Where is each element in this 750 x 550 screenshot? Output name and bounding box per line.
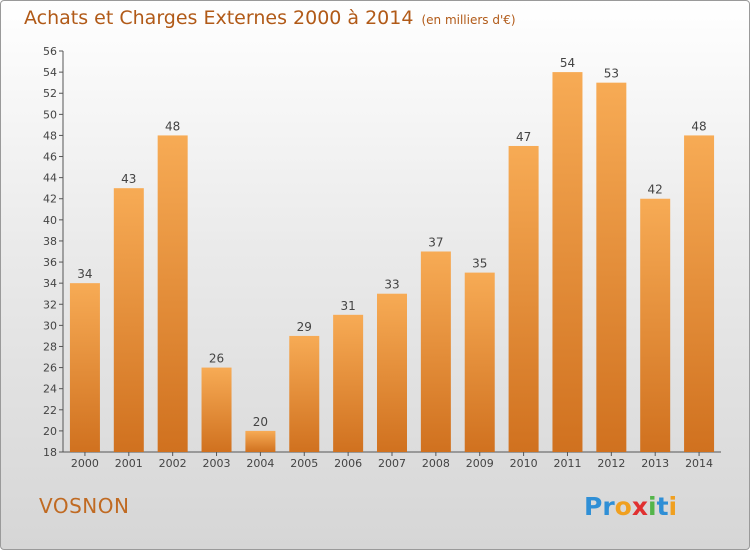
bar bbox=[377, 293, 407, 452]
x-tick-label: 2013 bbox=[641, 457, 669, 470]
data-labels: 34 43 48 26 20 29 31 33 37 35 47 54 53 42 48 bbox=[77, 56, 706, 429]
y-tick-label: 40 bbox=[43, 214, 57, 227]
y-tick-label: 44 bbox=[43, 172, 57, 185]
y-tick-label: 22 bbox=[43, 404, 57, 417]
bar bbox=[420, 251, 451, 452]
logo-letter: r bbox=[602, 492, 615, 521]
y-tick-label: 54 bbox=[43, 66, 57, 79]
bar bbox=[157, 135, 188, 452]
y-tick-label: 28 bbox=[43, 340, 57, 353]
y-tick-label: 46 bbox=[43, 151, 57, 164]
bar-value-label: 43 bbox=[121, 172, 136, 186]
x-tick-label: 2008 bbox=[422, 457, 450, 470]
bar bbox=[113, 188, 144, 452]
y-tick-label: 26 bbox=[43, 362, 57, 375]
x-tick-label: 2002 bbox=[159, 457, 187, 470]
commune-name: VOSNON bbox=[39, 494, 130, 518]
x-tick-label: 2012 bbox=[597, 457, 625, 470]
bar-value-label: 26 bbox=[209, 352, 224, 366]
bar-value-label: 29 bbox=[297, 320, 312, 334]
bar-value-label: 54 bbox=[560, 56, 575, 70]
y-tick-label: 50 bbox=[43, 108, 57, 121]
bar-value-label: 53 bbox=[604, 67, 619, 81]
y-tick-label: 42 bbox=[43, 193, 57, 206]
x-tick-label: 2005 bbox=[290, 457, 318, 470]
bar-value-label: 34 bbox=[77, 267, 92, 281]
unit-text: (en milliers d'€) bbox=[421, 13, 516, 27]
y-tick-label: 20 bbox=[43, 425, 57, 438]
x-tick-label: 2003 bbox=[203, 457, 231, 470]
bar-value-label: 47 bbox=[516, 130, 531, 144]
y-tick-label: 56 bbox=[43, 45, 57, 58]
y-tick-label: 38 bbox=[43, 235, 57, 248]
logo-letter: x bbox=[631, 492, 648, 521]
bar-value-label: 31 bbox=[340, 299, 355, 313]
x-tick-label: 2000 bbox=[71, 457, 99, 470]
bar bbox=[684, 135, 715, 452]
bar-value-label: 20 bbox=[253, 415, 268, 429]
title-text: Achats et Charges Externes 2000 à 2014 bbox=[24, 7, 414, 29]
bar bbox=[640, 198, 671, 452]
bar bbox=[289, 335, 320, 452]
y-tick-label: 30 bbox=[43, 319, 57, 332]
bar bbox=[508, 145, 539, 452]
y-tick-label: 48 bbox=[43, 129, 57, 142]
bar bbox=[464, 272, 495, 452]
logo-letter: o bbox=[614, 492, 632, 521]
logo-letter: i bbox=[668, 492, 678, 521]
x-tick-label: 2009 bbox=[466, 457, 494, 470]
bar bbox=[333, 314, 364, 452]
logo-letter: t bbox=[656, 492, 669, 521]
y-tick-label: 36 bbox=[43, 256, 57, 269]
bars bbox=[69, 72, 715, 453]
bar-value-label: 35 bbox=[472, 257, 487, 271]
bar bbox=[201, 367, 232, 452]
x-tick-label: 2007 bbox=[378, 457, 406, 470]
logo-letter: P bbox=[584, 492, 603, 521]
y-tick-label: 32 bbox=[43, 298, 57, 311]
y-tick-label: 52 bbox=[43, 87, 57, 100]
bar bbox=[69, 283, 100, 452]
bar-value-label: 42 bbox=[648, 183, 663, 197]
bar-value-label: 48 bbox=[165, 119, 180, 133]
x-tick-label: 2010 bbox=[510, 457, 538, 470]
y-tick-label: 18 bbox=[43, 446, 57, 459]
x-tick-label: 2006 bbox=[334, 457, 362, 470]
bar bbox=[596, 82, 627, 452]
bar-value-label: 48 bbox=[691, 119, 706, 133]
x-tick-label: 2004 bbox=[246, 457, 274, 470]
bar-value-label: 37 bbox=[428, 236, 443, 250]
bar bbox=[552, 72, 583, 453]
bar bbox=[245, 430, 276, 452]
chart-title: Achats et Charges Externes 2000 à 2014 (e… bbox=[24, 7, 516, 29]
logo-letter: i bbox=[648, 492, 657, 521]
bar-value-label: 33 bbox=[384, 278, 399, 292]
x-tick-label: 2014 bbox=[685, 457, 713, 470]
proxiti-logo: Proxiti bbox=[584, 492, 677, 521]
x-tick-label: 2001 bbox=[115, 457, 143, 470]
x-tick-label: 2011 bbox=[553, 457, 581, 470]
y-tick-label: 24 bbox=[43, 383, 57, 396]
y-tick-label: 34 bbox=[43, 277, 57, 290]
